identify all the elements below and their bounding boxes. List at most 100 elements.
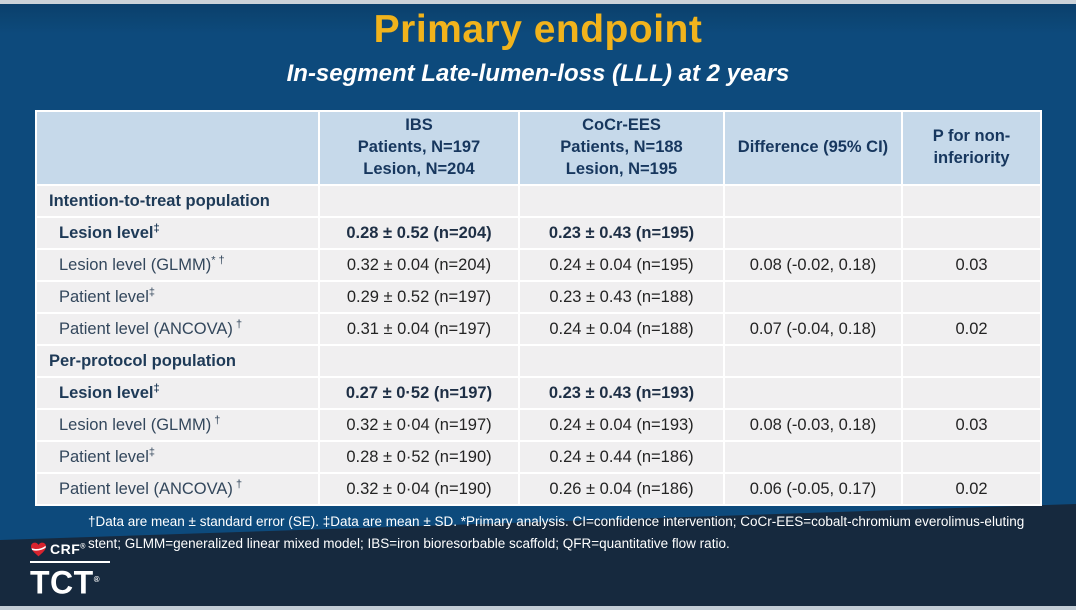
p-value-cell (901, 376, 1042, 410)
table-row-patient-level-ancova-itt: Patient level (ANCOVA) † 0.31 ± 0.04 (n=… (35, 312, 1042, 346)
ibs-value-cell: 0.32 ± 0·04 (n=197) (318, 408, 520, 442)
row-label-cell: Patient level‡ (35, 440, 320, 474)
p-value-cell (901, 440, 1042, 474)
header-cell-p-noninferiority: P for non- inferiority (901, 110, 1042, 186)
table-row-itt-population: Intention-to-treat population (35, 184, 1042, 218)
cocr-value-cell: 0.24 ± 0.44 (n=186) (518, 440, 725, 474)
bottom-edge-strip (0, 606, 1076, 610)
difference-value-cell (723, 376, 903, 410)
table-header-row: IBS Patients, N=197 Lesion, N=204 CoCr-E… (35, 110, 1042, 186)
cocr-value-cell: 0.23 ± 0.43 (n=188) (518, 280, 725, 314)
row-label-superscript: † (211, 414, 221, 426)
cocr-value-cell: 0.24 ± 0.04 (n=193) (518, 408, 725, 442)
ibs-value-cell: 0.32 ± 0·04 (n=190) (318, 472, 520, 506)
crf-logo: CRF® (30, 540, 110, 558)
header-cell-ibs: IBS Patients, N=197 Lesion, N=204 (318, 110, 520, 186)
results-table: IBS Patients, N=197 Lesion, N=204 CoCr-E… (35, 110, 1042, 506)
crf-heart-icon (30, 542, 47, 556)
ibs-value-cell (318, 344, 520, 378)
table-row-lesion-level-pp: Lesion level‡ 0.27 ± 0·52 (n=197) 0.23 ±… (35, 376, 1042, 410)
row-label: Lesion level (59, 223, 154, 242)
cocr-value-cell: 0.24 ± 0.04 (n=195) (518, 248, 725, 282)
p-value-cell: 0.02 (901, 472, 1042, 506)
top-edge-strip (0, 0, 1076, 4)
difference-value-cell (723, 216, 903, 250)
cocr-value-cell: 0.23 ± 0.43 (n=195) (518, 216, 725, 250)
row-label-superscript: ‡ (148, 446, 156, 458)
header-cell-difference: Difference (95% CI) (723, 110, 903, 186)
row-label-cell: Per-protocol population (35, 344, 320, 378)
p-value-cell (901, 344, 1042, 378)
ibs-value-cell: 0.31 ± 0.04 (n=197) (318, 312, 520, 346)
difference-value-cell (723, 344, 903, 378)
slide-subtitle: In-segment Late-lumen-loss (LLL) at 2 ye… (286, 60, 790, 87)
row-label-superscript: ‡ (153, 382, 160, 394)
p-value-cell: 0.03 (901, 408, 1042, 442)
table-row-pp-population: Per-protocol population (35, 344, 1042, 378)
p-value-cell: 0.02 (901, 312, 1042, 346)
ibs-value-cell: 0.29 ± 0.52 (n=197) (318, 280, 520, 314)
table-row-lesion-level-glmm-itt: Lesion level (GLMM)* † 0.32 ± 0.04 (n=20… (35, 248, 1042, 282)
organizer-logo-block: CRF® TCT® (30, 540, 110, 600)
header-cell-cocr-ees: CoCr-EES Patients, N=188 Lesion, N=195 (518, 110, 725, 186)
table-row-lesion-level-glmm-pp: Lesion level (GLMM) † 0.32 ± 0·04 (n=197… (35, 408, 1042, 442)
row-label-cell: Patient level (ANCOVA) † (35, 472, 320, 506)
footnote-text: †Data are mean ± standard error (SE). ‡D… (88, 514, 1025, 551)
row-label: Lesion level (59, 383, 154, 402)
ibs-value-cell (318, 184, 520, 218)
row-label-cell: Lesion level (GLMM)* † (35, 248, 320, 282)
row-label: Patient level (59, 447, 149, 466)
row-label: Intention-to-treat population (49, 191, 270, 210)
table-row-patient-level-ancova-pp: Patient level (ANCOVA) † 0.32 ± 0·04 (n=… (35, 472, 1042, 506)
ibs-value-cell: 0.28 ± 0·52 (n=190) (318, 440, 520, 474)
difference-value-cell (723, 440, 903, 474)
results-table-container: IBS Patients, N=197 Lesion, N=204 CoCr-E… (35, 110, 1042, 506)
cocr-value-cell (518, 344, 725, 378)
row-label-cell: Lesion level‡ (35, 376, 320, 410)
row-label: Lesion level (GLMM) (59, 255, 212, 274)
row-label-superscript: † (232, 478, 243, 490)
table-row-patient-level-pp: Patient level‡ 0.28 ± 0·52 (n=190) 0.24 … (35, 440, 1042, 474)
p-value-cell: 0.03 (901, 248, 1042, 282)
crf-registered-mark: ® (80, 543, 86, 551)
difference-value-cell: 0.08 (-0.03, 0.18) (723, 408, 903, 442)
row-label-cell: Lesion level (GLMM) † (35, 408, 320, 442)
cocr-value-cell (518, 184, 725, 218)
row-label-cell: Lesion level‡ (35, 216, 320, 250)
row-label: Patient level (59, 287, 149, 306)
difference-value-cell (723, 280, 903, 314)
row-label-superscript: † (232, 318, 243, 330)
p-value-cell (901, 216, 1042, 250)
row-label-superscript: ‡ (153, 222, 160, 234)
table-row-patient-level-itt: Patient level‡ 0.29 ± 0.52 (n=197) 0.23 … (35, 280, 1042, 314)
difference-value-cell: 0.06 (-0.05, 0.17) (723, 472, 903, 506)
header-cell-empty (35, 110, 320, 186)
row-label-superscript: * † (211, 254, 225, 266)
ibs-value-cell: 0.27 ± 0·52 (n=197) (318, 376, 520, 410)
p-value-cell (901, 280, 1042, 314)
row-label: Per-protocol population (49, 351, 236, 370)
cocr-value-cell: 0.23 ± 0.43 (n=193) (518, 376, 725, 410)
slide-title: Primary endpoint (373, 8, 703, 51)
cocr-value-cell: 0.24 ± 0.04 (n=188) (518, 312, 725, 346)
ibs-value-cell: 0.32 ± 0.04 (n=204) (318, 248, 520, 282)
row-label-cell: Intention-to-treat population (35, 184, 320, 218)
logo-divider-line (30, 561, 110, 563)
row-label-cell: Patient level (ANCOVA) † (35, 312, 320, 346)
ibs-value-cell: 0.28 ± 0.52 (n=204) (318, 216, 520, 250)
tct-registered-mark: ® (93, 575, 101, 584)
difference-value-cell: 0.07 (-0.04, 0.18) (723, 312, 903, 346)
tct-logo: TCT® (30, 564, 101, 601)
row-label-cell: Patient level‡ (35, 280, 320, 314)
difference-value-cell (723, 184, 903, 218)
row-label: Patient level (ANCOVA) (59, 479, 233, 498)
p-value-cell (901, 184, 1042, 218)
row-label: Lesion level (GLMM) (59, 415, 212, 434)
difference-value-cell: 0.08 (-0.02, 0.18) (723, 248, 903, 282)
cocr-value-cell: 0.26 ± 0.04 (n=186) (518, 472, 725, 506)
row-label-superscript: ‡ (148, 286, 156, 298)
row-label: Patient level (ANCOVA) (59, 319, 233, 338)
table-row-lesion-level-itt: Lesion level‡ 0.28 ± 0.52 (n=204) 0.23 ±… (35, 216, 1042, 250)
crf-logo-text: CRF® (50, 541, 86, 557)
